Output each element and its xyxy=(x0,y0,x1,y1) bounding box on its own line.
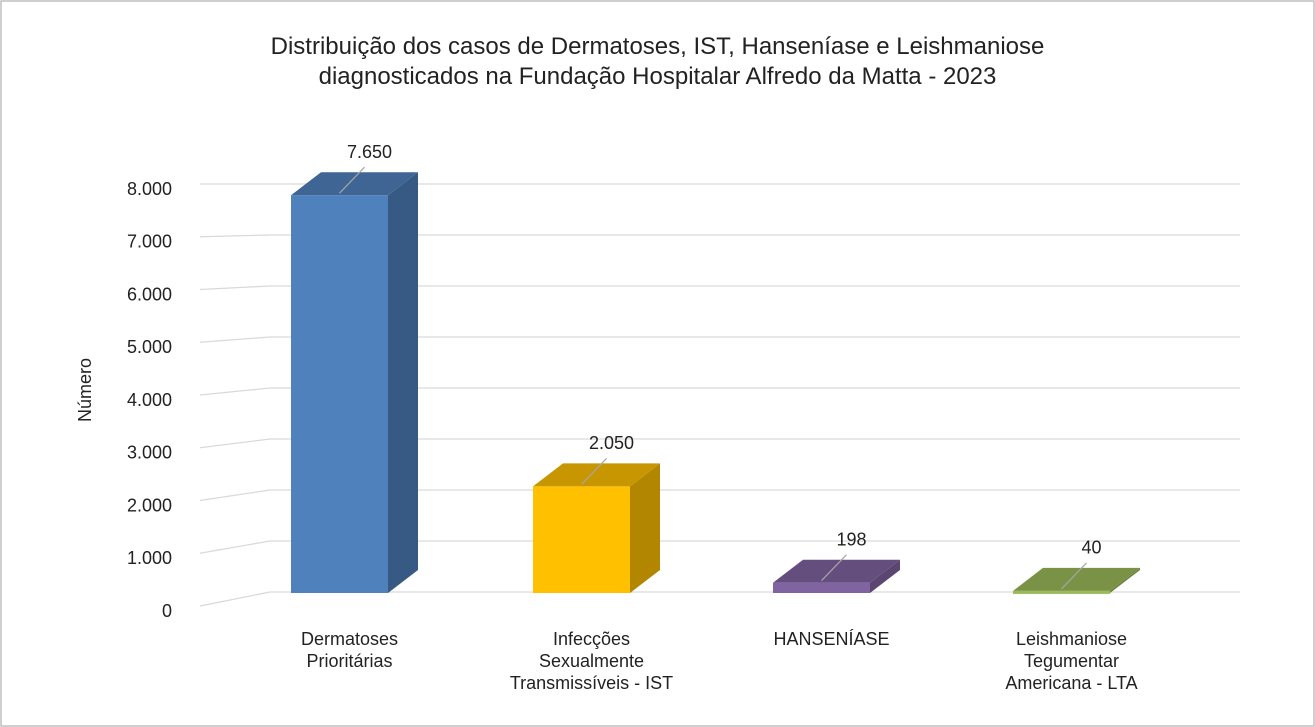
chart-title: Distribuição dos casos de Dermatoses, IS… xyxy=(270,33,1045,90)
data-label: 7.650 xyxy=(347,142,392,162)
x-tick-label: Leishmaniose Tegumentar Americana - LTA xyxy=(1005,629,1138,693)
y-axis-title: Número xyxy=(75,358,95,422)
y-tick-label: 3.000 xyxy=(127,443,172,463)
bar xyxy=(291,195,388,593)
bar xyxy=(533,486,630,593)
y-tick-label: 8.000 xyxy=(127,179,172,199)
bar-side xyxy=(388,172,418,593)
grid-line xyxy=(199,591,1240,607)
y-tick-label: 1.000 xyxy=(127,548,172,568)
grid-line xyxy=(199,438,1240,449)
grid-line xyxy=(199,540,1240,554)
bar-top xyxy=(291,172,418,196)
y-tick-label: 2.000 xyxy=(127,495,172,515)
bar-top xyxy=(533,463,660,487)
grid-line xyxy=(199,336,1240,343)
y-tick-label: 0 xyxy=(162,601,172,621)
bar-top xyxy=(1013,567,1140,591)
y-tick-label: 4.000 xyxy=(127,390,172,410)
leader-line xyxy=(821,554,847,582)
grid-line xyxy=(199,489,1240,502)
bar-top xyxy=(773,559,900,583)
y-tick-label: 6.000 xyxy=(127,284,172,304)
grid-line xyxy=(199,285,1240,291)
data-label: 198 xyxy=(836,529,866,549)
leader-line xyxy=(1061,562,1087,590)
leader-line xyxy=(581,457,607,485)
y-tick-label: 5.000 xyxy=(127,337,172,357)
bar xyxy=(773,582,870,593)
bar-side xyxy=(870,559,900,593)
data-label: 40 xyxy=(1081,538,1101,558)
leader-line xyxy=(339,166,365,194)
x-tick-label: Infecções Sexualmente Transmissíveis - I… xyxy=(509,629,674,693)
bar-side xyxy=(1110,567,1140,593)
x-tick-label: HANSENÍASE xyxy=(773,629,890,649)
grid-line xyxy=(199,387,1240,396)
bar xyxy=(1013,590,1110,594)
bar-side xyxy=(630,463,660,593)
grid-line xyxy=(199,234,1240,238)
y-tick-label: 7.000 xyxy=(127,232,172,252)
x-tick-label: Dermatoses Prioritárias xyxy=(300,629,399,671)
data-label: 2.050 xyxy=(589,433,634,453)
